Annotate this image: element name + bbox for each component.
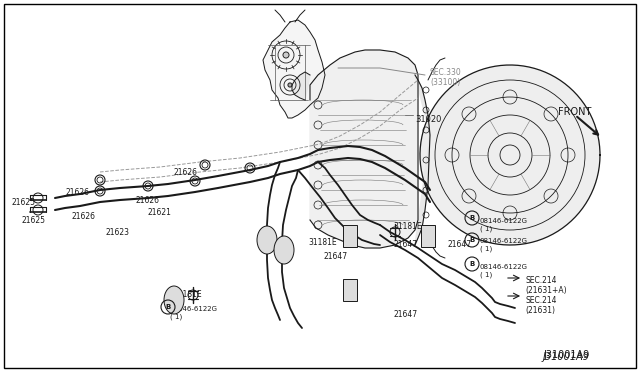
Text: 31181E: 31181E <box>393 222 422 231</box>
Text: 21625: 21625 <box>22 216 46 225</box>
Polygon shape <box>310 50 418 248</box>
Text: B: B <box>469 237 475 243</box>
Text: 21647: 21647 <box>447 240 471 249</box>
Text: 21626: 21626 <box>135 196 159 205</box>
FancyBboxPatch shape <box>343 279 357 301</box>
Polygon shape <box>263 20 325 118</box>
Ellipse shape <box>164 286 184 314</box>
Text: 21623: 21623 <box>105 228 129 237</box>
Text: 21626: 21626 <box>174 168 198 177</box>
Text: SEC.214
(21631+A): SEC.214 (21631+A) <box>525 276 566 295</box>
Text: B: B <box>469 215 475 221</box>
Polygon shape <box>292 72 310 100</box>
Text: J31001A9: J31001A9 <box>543 350 589 360</box>
Text: 08146-6122G
( 1): 08146-6122G ( 1) <box>480 218 528 231</box>
FancyBboxPatch shape <box>421 225 435 247</box>
Text: B: B <box>469 261 475 267</box>
Text: SEC.214
(21631): SEC.214 (21631) <box>525 296 557 315</box>
Circle shape <box>288 83 292 87</box>
FancyBboxPatch shape <box>343 225 357 247</box>
Text: 21626: 21626 <box>71 212 95 221</box>
Circle shape <box>283 52 289 58</box>
Text: FRONT: FRONT <box>558 107 591 117</box>
Ellipse shape <box>257 226 277 254</box>
Text: 08146-6122G
( 1): 08146-6122G ( 1) <box>170 306 218 320</box>
Text: B: B <box>165 304 171 310</box>
Text: 21621: 21621 <box>148 208 172 217</box>
Text: SEC.330
(33100): SEC.330 (33100) <box>430 68 461 87</box>
Text: 31181E: 31181E <box>173 290 202 299</box>
Ellipse shape <box>274 236 294 264</box>
Text: 21625: 21625 <box>12 198 36 207</box>
Text: 21647: 21647 <box>323 252 347 261</box>
Text: 31181E: 31181E <box>308 238 337 247</box>
Text: 08146-6122G
( 1): 08146-6122G ( 1) <box>480 264 528 278</box>
Text: J31001A9: J31001A9 <box>543 352 590 362</box>
Text: 21647: 21647 <box>394 310 418 319</box>
Text: 21647: 21647 <box>393 240 417 249</box>
Polygon shape <box>415 75 430 245</box>
Text: 08146-6122G
( 1): 08146-6122G ( 1) <box>480 238 528 251</box>
Text: 21626: 21626 <box>65 188 89 197</box>
Text: 31020: 31020 <box>415 115 442 124</box>
Polygon shape <box>420 65 600 245</box>
